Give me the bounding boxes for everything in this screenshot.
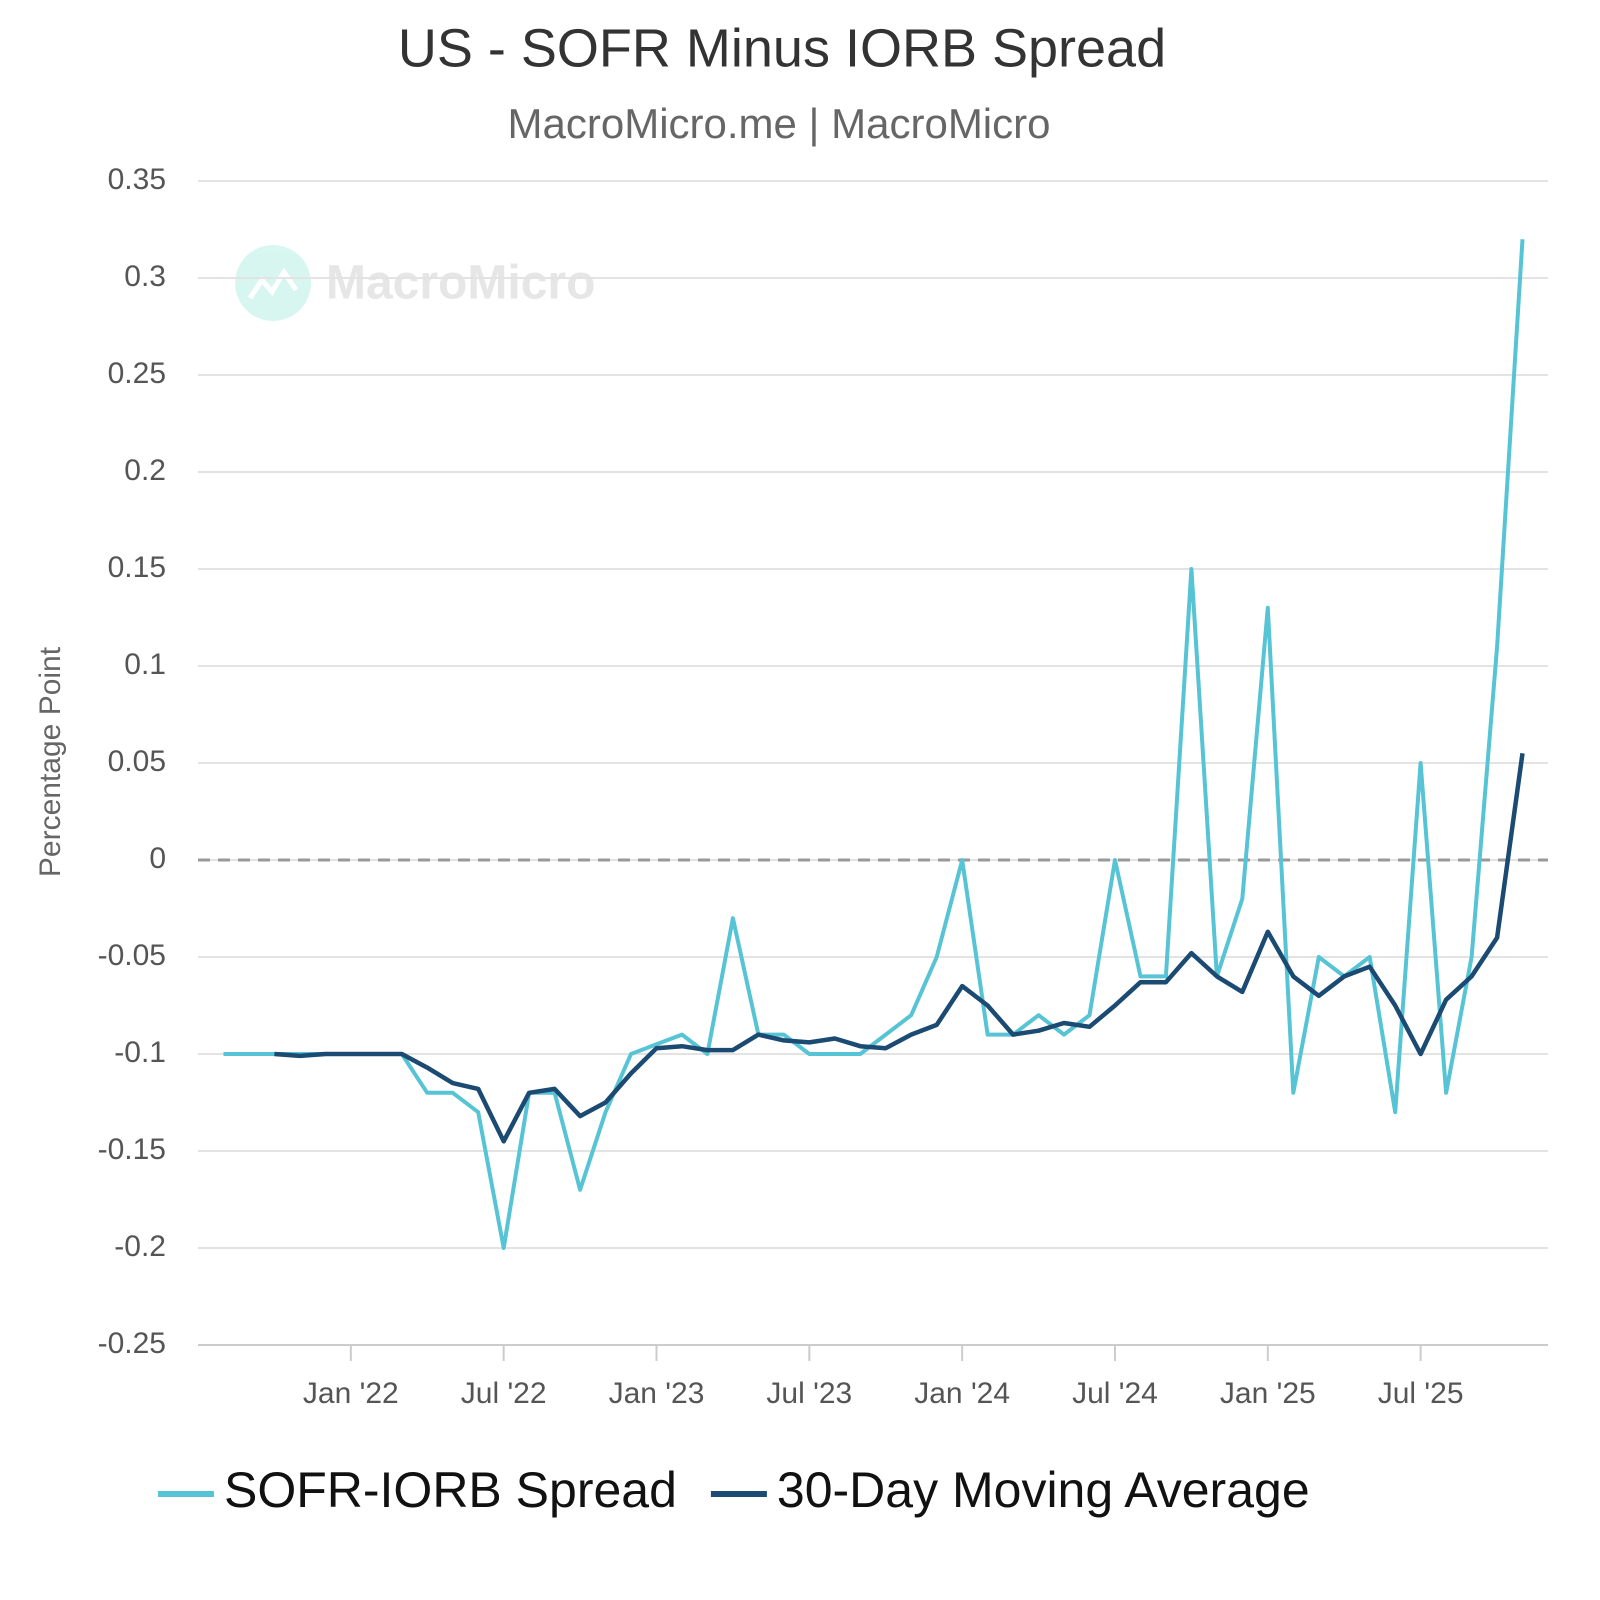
watermark: MacroMicro xyxy=(326,257,595,310)
y-tick-label: -0.1 xyxy=(114,1036,166,1069)
chart-title: US - SOFR Minus IORB Spread xyxy=(398,18,1166,78)
y-tick-label: 0.05 xyxy=(108,745,166,778)
y-tick-label: -0.05 xyxy=(98,939,166,972)
y-tick-label: -0.2 xyxy=(114,1230,166,1263)
x-tick-label: Jul '24 xyxy=(1072,1377,1158,1410)
x-tick-label: Jan '24 xyxy=(914,1377,1010,1410)
chart-subtitle: MacroMicro.me | MacroMicro xyxy=(508,100,1051,147)
watermark-logo xyxy=(235,245,311,321)
y-tick-label: -0.15 xyxy=(98,1133,166,1166)
legend-label: 30-Day Moving Average xyxy=(777,1462,1310,1518)
x-tick-label: Jan '23 xyxy=(609,1377,705,1410)
y-tick-label: 0.35 xyxy=(108,163,166,196)
y-tick-label: 0.1 xyxy=(124,648,166,681)
x-tick-label: Jan '25 xyxy=(1220,1377,1316,1410)
y-axis-label: Percentage Point xyxy=(34,646,67,877)
series-line xyxy=(223,239,1525,1250)
y-tick-label: 0.15 xyxy=(108,551,166,584)
legend-label: SOFR-IORB Spread xyxy=(224,1462,677,1518)
series-line xyxy=(274,752,1525,1144)
y-tick-label: 0 xyxy=(149,842,166,875)
y-tick-label: 0.3 xyxy=(124,260,166,293)
y-tick-label: 0.2 xyxy=(124,454,166,487)
x-tick-label: Jan '22 xyxy=(303,1377,399,1410)
x-tick-label: Jul '22 xyxy=(461,1377,547,1410)
x-tick-label: Jul '23 xyxy=(766,1377,852,1410)
y-tick-label: 0.25 xyxy=(108,357,166,390)
x-tick-label: Jul '25 xyxy=(1378,1377,1464,1410)
y-tick-label: -0.25 xyxy=(98,1327,166,1360)
